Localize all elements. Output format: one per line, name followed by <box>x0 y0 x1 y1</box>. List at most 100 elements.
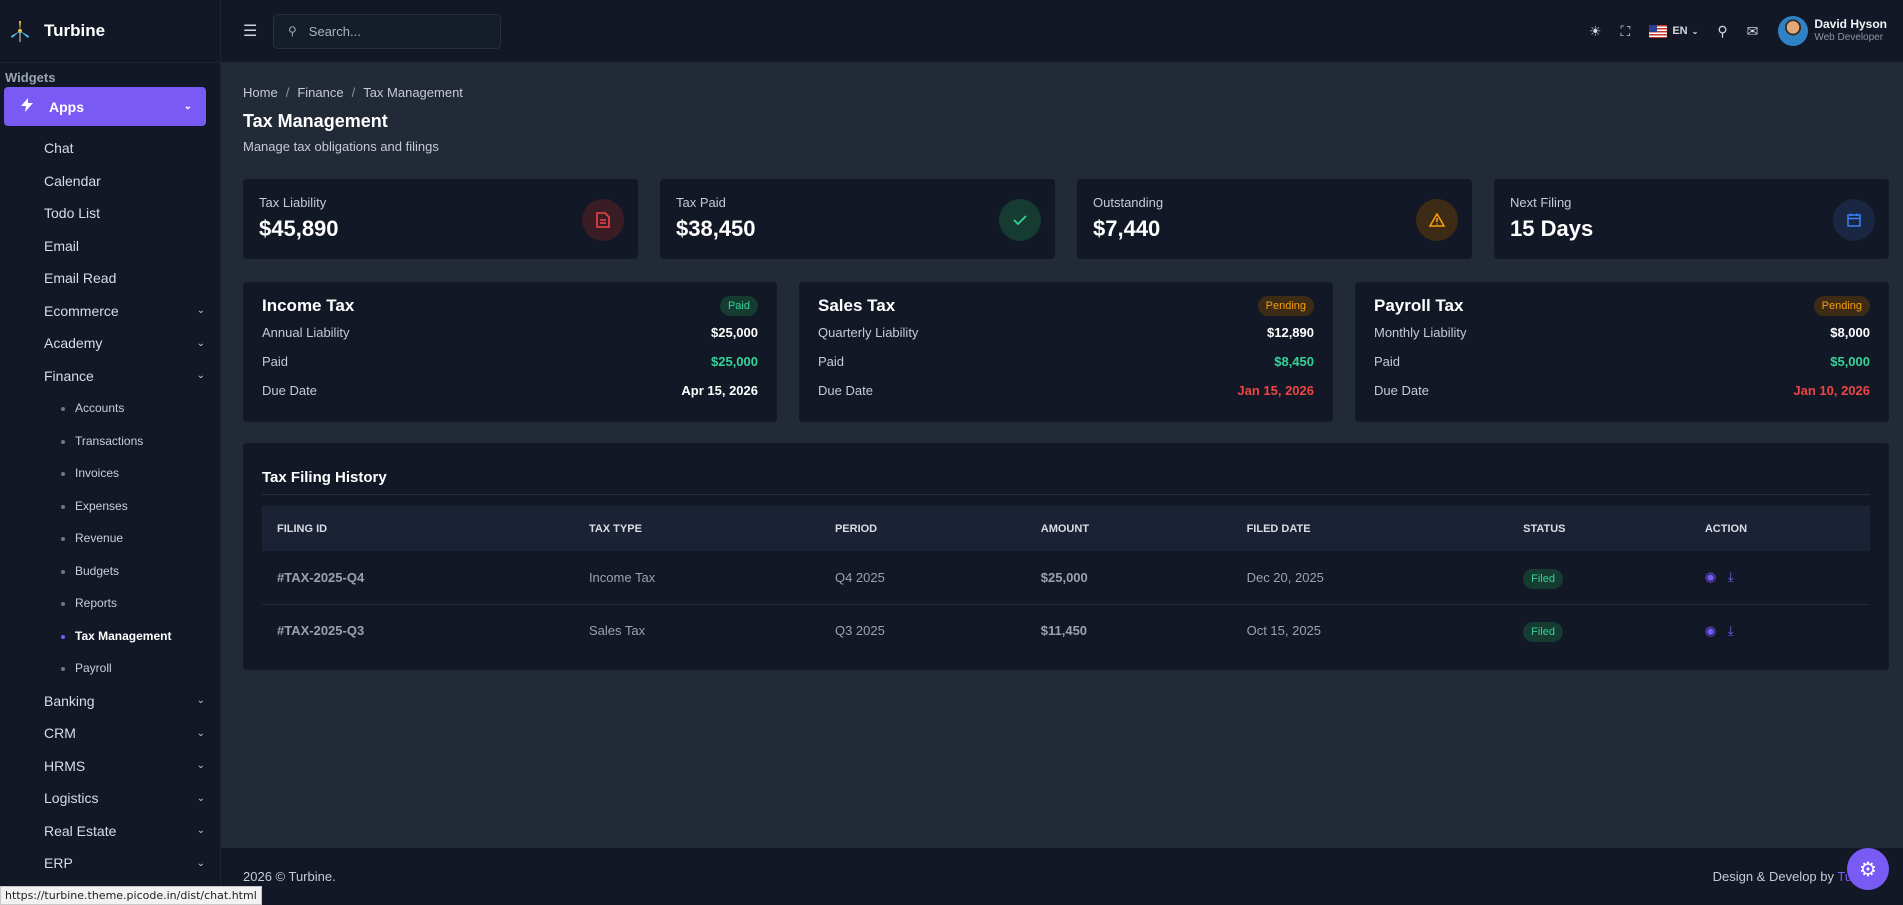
hamburger-menu-icon[interactable]: ☰ <box>243 23 258 40</box>
sidebar-item-apps[interactable]: Apps ⌄ <box>4 87 206 126</box>
stat-label: Tax Paid <box>676 195 726 210</box>
due-label: Due Date <box>1374 383 1429 398</box>
column-header[interactable]: AMOUNT <box>1040 522 1090 535</box>
sidebar-subitem-tax-management[interactable]: Tax Management <box>0 620 220 653</box>
avatar[interactable] <box>1778 16 1809 46</box>
topbar-actions: ☀ ⛶ EN ⌄ ⚲ ✉ David Hyson Web Developer <box>1570 0 1903 62</box>
sidebar-subitem-reports[interactable]: Reports <box>0 587 220 620</box>
liability-value: $8,000 <box>1830 325 1870 340</box>
chevron-down-icon: ⌄ <box>196 727 205 739</box>
sun-icon[interactable]: ☀ <box>1588 22 1602 39</box>
filing-id: #TAX-2025-Q3 <box>277 623 365 639</box>
status-cell: Filed <box>1508 604 1690 657</box>
sidebar-subitem-budgets[interactable]: Budgets <box>0 555 220 588</box>
tax-card-sales: Sales Tax Pending Quarterly Liability $12… <box>799 282 1333 422</box>
sidebar-subitem-transactions[interactable]: Transactions <box>0 425 220 458</box>
column-header[interactable]: FILING ID <box>277 522 328 535</box>
stat-card-outstanding: Outstanding $7,440 <box>1077 179 1472 259</box>
paid-value: $8,450 <box>1274 354 1314 369</box>
sidebar-item-email[interactable]: Email <box>0 230 220 263</box>
status-badge: Pending <box>1257 296 1314 316</box>
sidebar-subitem-revenue[interactable]: Revenue <box>0 522 220 555</box>
brand[interactable]: Turbine <box>0 0 220 63</box>
sidebar-item-label: Email Read <box>44 270 117 287</box>
chevron-down-icon: ⌄ <box>196 305 205 317</box>
action-cell: ◉ ⤓ <box>1689 551 1870 605</box>
user-info[interactable]: David Hyson Web Developer <box>1814 18 1887 44</box>
liability-value: $25,000 <box>711 325 758 340</box>
sidebar-subitem-expenses[interactable]: Expenses <box>0 490 220 523</box>
column-header[interactable]: FILED DATE <box>1246 522 1311 535</box>
topbar: ☰ ⚲ ☀ ⛶ EN ⌄ ⚲ ✉ David Hyson Web Develop… <box>221 0 1903 63</box>
tax-card-title: Payroll Tax <box>1374 296 1464 315</box>
sidebar-subitem-accounts[interactable]: Accounts <box>0 392 220 425</box>
sidebar-subitem-label: Expenses <box>75 498 128 513</box>
language-selector[interactable]: EN ⌄ <box>1649 24 1699 38</box>
sidebar-subitem-label: Payroll <box>75 661 112 676</box>
sidebar-item-todo-list[interactable]: Todo List <box>0 197 220 230</box>
sidebar-item-academy[interactable]: Academy ⌄ <box>0 327 220 360</box>
sidebar-subitem-label: Tax Management <box>75 628 172 643</box>
column-header[interactable]: ACTION <box>1704 522 1748 535</box>
download-icon[interactable]: ⤓ <box>1727 569 1734 585</box>
table-row: #TAX-2025-Q4 Income Tax Q4 2025 $25,000 … <box>262 551 1870 605</box>
stat-value: $7,440 <box>1093 216 1161 241</box>
sidebar-item-chat[interactable]: Chat <box>0 132 220 165</box>
bell-icon[interactable]: ✉ <box>1746 22 1759 39</box>
eye-icon[interactable]: ◉ <box>1704 569 1717 585</box>
language-label: EN <box>1672 25 1688 37</box>
tax-card-income: Income Tax Paid Annual Liability $25,000 … <box>243 282 777 422</box>
chevron-down-icon: ⌄ <box>1691 26 1699 36</box>
sidebar-item-email-read[interactable]: Email Read <box>0 262 220 295</box>
brand-name: Turbine <box>44 21 106 40</box>
sidebar-subitem-label: Revenue <box>75 531 124 546</box>
tax-card-title: Income Tax <box>262 296 355 315</box>
sidebar-item-label: Calendar <box>44 172 101 189</box>
search-input[interactable] <box>308 23 479 39</box>
history-title: Tax Filing History <box>262 443 1870 495</box>
search-box[interactable]: ⚲ <box>273 13 501 49</box>
column-header[interactable]: TAX TYPE <box>588 522 642 535</box>
due-label: Due Date <box>262 383 317 398</box>
action-cell: ◉ ⤓ <box>1690 604 1870 657</box>
sidebar-item-erp[interactable]: ERP ⌄ <box>0 847 220 880</box>
sidebar-item-ecommerce[interactable]: Ecommerce ⌄ <box>0 295 220 328</box>
breadcrumb-finance[interactable]: Finance <box>297 85 344 100</box>
sidebar-item-logistics[interactable]: Logistics ⌄ <box>0 782 220 815</box>
stat-card-tax-paid: Tax Paid $38,450 <box>660 179 1055 259</box>
column-header[interactable]: STATUS <box>1523 522 1566 535</box>
lightning-icon <box>21 98 35 115</box>
sidebar-item-label: ERP <box>44 855 73 872</box>
user-name: David Hyson <box>1814 17 1887 31</box>
search-icon[interactable]: ⚲ <box>1717 22 1728 39</box>
chevron-down-icon: ⌄ <box>196 857 205 869</box>
sidebar-subitem-label: Budgets <box>75 563 120 578</box>
check-icon <box>999 199 1041 241</box>
sidebar-item-calendar[interactable]: Calendar <box>0 165 220 198</box>
sidebar-item-crm[interactable]: CRM ⌄ <box>0 717 220 750</box>
sidebar-item-banking[interactable]: Banking ⌄ <box>0 685 220 718</box>
download-icon[interactable]: ⤓ <box>1727 622 1734 638</box>
paid-label: Paid <box>262 354 289 369</box>
paid-label: Paid <box>1374 354 1401 369</box>
us-flag-icon <box>1649 24 1668 38</box>
column-header[interactable]: PERIOD <box>834 522 878 535</box>
breadcrumb-home[interactable]: Home <box>243 85 278 100</box>
sidebar-subitem-payroll[interactable]: Payroll <box>0 652 220 685</box>
sidebar-item-hrms[interactable]: HRMS ⌄ <box>0 750 220 783</box>
sidebar-subitem-invoices[interactable]: Invoices <box>0 457 220 490</box>
stat-label: Next Filing <box>1510 195 1572 210</box>
stat-card-tax-liability: Tax Liability $45,890 <box>243 179 638 259</box>
sidebar-subitem-label: Invoices <box>75 466 120 481</box>
page-subtitle: Manage tax obligations and filings <box>243 139 439 154</box>
due-label: Due Date <box>818 383 873 398</box>
sidebar-item-finance[interactable]: Finance ⌄ <box>0 360 220 393</box>
fullscreen-icon[interactable]: ⛶ <box>1620 22 1631 39</box>
tax-filing-history: Tax Filing History FILING ID TAX TYPE PE… <box>243 443 1889 670</box>
sidebar-item-real-estate[interactable]: Real Estate ⌄ <box>0 815 220 848</box>
footer-credit-prefix: Design & Develop by <box>1712 869 1834 884</box>
settings-gear-icon[interactable]: ⚙ <box>1847 848 1889 890</box>
tax-type: Income Tax <box>573 551 820 605</box>
sidebar-item-label: Banking <box>44 692 95 709</box>
eye-icon[interactable]: ◉ <box>1704 622 1717 638</box>
